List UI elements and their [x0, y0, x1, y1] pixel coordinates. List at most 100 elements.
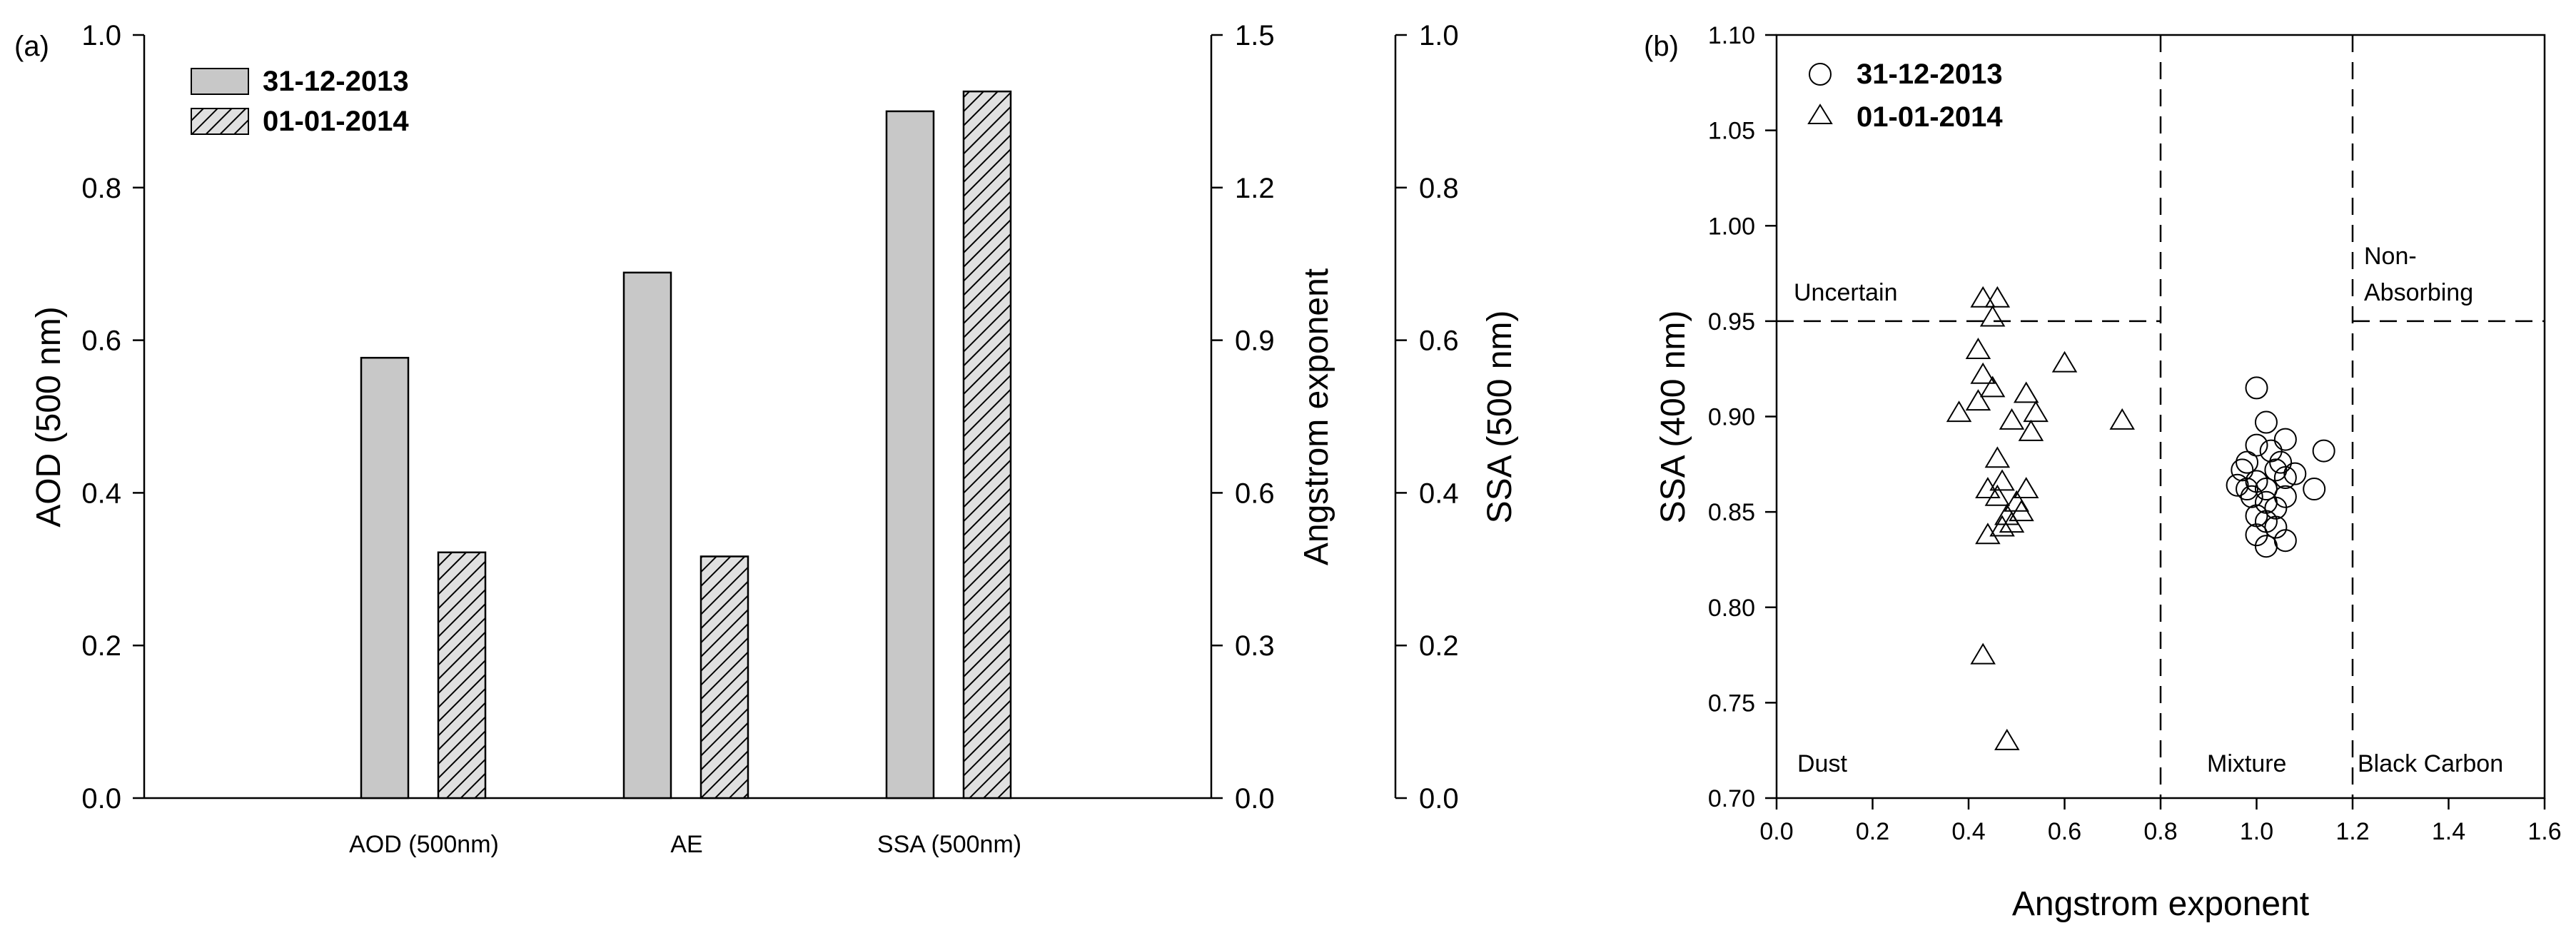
point-circle-13: [2240, 485, 2263, 508]
reference-lines: [1777, 35, 2545, 798]
region-uncertain: Uncertain: [1794, 279, 1898, 306]
point-triangle-10: [2023, 400, 2049, 423]
point-circle-6: [2264, 458, 2288, 482]
right1-tick-label-1: 0.3: [1235, 630, 1275, 662]
category-labels: AOD (500nm) AE SSA (500nm): [349, 831, 1021, 858]
category-label-1: AE: [670, 831, 702, 858]
point-circle-2: [2273, 428, 2297, 451]
point-circle-23: [2283, 462, 2307, 485]
angstrom-y-ticks: 0.0 0.3 0.6 0.9 1.2 1.5: [1211, 20, 1275, 815]
bar-31-12-2013-0: [360, 356, 410, 800]
x-tick-label-b-3: 0.6: [2048, 818, 2081, 845]
left-tick-label-2: 0.4: [81, 478, 121, 509]
x-tick-label-b-6: 1.2: [2335, 818, 2369, 845]
point-circle-0: [2245, 376, 2268, 400]
point-triangle-8: [1946, 400, 1972, 423]
point-triangle-7: [1965, 389, 1991, 411]
legend-label-hatched: 01-01-2014: [263, 106, 409, 137]
right2-tick-label-2: 0.4: [1419, 478, 1459, 509]
category-label-0: AOD (500nm): [349, 831, 499, 858]
point-circle-24: [2259, 439, 2283, 463]
y-tick-label-b-5: 0.95: [1708, 308, 1755, 336]
right1-tick-label-3: 0.9: [1235, 326, 1275, 357]
point-triangle-18: [2013, 477, 2039, 499]
point-triangle-9: [2013, 381, 2039, 403]
scatter-points: [1946, 286, 2335, 750]
panel-a: (a) 0.0 0.2 0.4 0.6 0.8 1.0 0.0 0.3 0.6 0.9 1.2 1.…: [14, 20, 1519, 858]
point-triangle-22: [1999, 511, 2025, 533]
bar-31-12-2013-1: [622, 271, 672, 800]
legend-circle-marker: [1809, 63, 1832, 86]
y-tick-label-b-3: 0.85: [1708, 499, 1755, 526]
y-ticks-b: 0.70 0.75 0.80 0.85 0.90 0.95 1.00 1.05 1.10: [1708, 22, 1777, 812]
x-tick-label-b-5: 1.0: [2240, 818, 2273, 845]
right2-tick-label-1: 0.2: [1419, 630, 1459, 662]
region-non-absorbing-2: Absorbing: [2364, 279, 2473, 306]
category-label-2: SSA (500nm): [877, 831, 1021, 858]
point-circle-11: [2273, 466, 2297, 490]
region-non-absorbing-1: Non-: [2364, 243, 2417, 270]
point-circle-5: [2236, 450, 2259, 474]
point-triangle-1: [1984, 286, 2011, 308]
bar-01-01-2014-0: [437, 551, 487, 800]
left-y-axis-label: AOD (500 nm): [30, 306, 68, 527]
bar-31-12-2013-2: [885, 110, 935, 800]
panel-b: (b) 0.0 0.2 0.4 0.6 0.8 1.0 1.2 1.4 1.6 0.70 0.75…: [1644, 22, 2562, 923]
point-circle-3: [2312, 439, 2335, 463]
point-circle-22: [2269, 450, 2293, 474]
point-triangle-5: [1979, 375, 2006, 398]
y-tick-label-b-7: 1.05: [1708, 118, 1755, 145]
bar-01-01-2014-1: [699, 555, 749, 800]
point-triangle-26: [1994, 728, 2020, 750]
x-tick-label-b-7: 1.4: [2432, 818, 2465, 845]
x-tick-label-b-4: 0.8: [2143, 818, 2177, 845]
y-tick-label-b-0: 0.70: [1708, 785, 1755, 812]
panel-b-label: (b): [1644, 31, 1679, 62]
y-tick-label-b-8: 1.10: [1708, 22, 1755, 49]
point-circle-25: [2231, 458, 2254, 482]
legend-swatch-solid: [191, 68, 249, 95]
point-triangle-15: [1975, 477, 2001, 499]
legend-label-solid: 31-12-2013: [263, 66, 409, 97]
point-circle-9: [2245, 470, 2268, 493]
panel-a-label: (a): [14, 31, 49, 62]
right1-tick-label-0: 0.0: [1235, 783, 1275, 815]
point-circle-26: [2273, 485, 2297, 508]
bar-01-01-2014-2: [962, 90, 1012, 800]
point-triangle-4: [1970, 362, 1996, 384]
point-triangle-17: [1984, 484, 2011, 506]
x-tick-label-b-8: 1.6: [2527, 818, 2561, 845]
point-circle-21: [2254, 535, 2278, 558]
right2-tick-label-5: 1.0: [1419, 20, 1459, 51]
y-tick-label-b-2: 0.80: [1708, 595, 1755, 622]
x-tick-label-b-1: 0.2: [1856, 818, 1889, 845]
legend-label-circle: 31-12-2013: [1857, 59, 2003, 90]
left-tick-label-0: 0.0: [81, 783, 121, 815]
bars: [360, 90, 1012, 800]
point-triangle-0: [1970, 286, 1996, 308]
x-ticks-b: 0.0 0.2 0.4 0.6 0.8 1.0 1.2 1.4 1.6: [1759, 798, 2562, 845]
left-tick-label-3: 0.6: [81, 326, 121, 357]
ssa-y-ticks: 0.0 0.2 0.4 0.6 0.8 1.0: [1395, 20, 1459, 815]
point-circle-4: [2245, 433, 2268, 457]
x-tick-label-b-0: 0.0: [1759, 818, 1793, 845]
point-triangle-6: [2051, 351, 2078, 373]
legend-label-triangle: 01-01-2014: [1857, 101, 2003, 133]
angstrom-y-axis-label: Angstrom exponent: [1298, 268, 1335, 565]
point-circle-7: [2226, 473, 2249, 497]
x-tick-label-b-2: 0.4: [1951, 818, 1985, 845]
left-y-ticks: 0.0 0.2 0.4 0.6 0.8 1.0: [81, 20, 144, 815]
y-tick-label-b-1: 0.75: [1708, 690, 1755, 717]
legend-triangle-marker: [1807, 104, 1833, 124]
left-tick-label-1: 0.2: [81, 630, 121, 662]
point-triangle-14: [1984, 446, 2011, 468]
y-tick-label-b-4: 0.90: [1708, 404, 1755, 431]
right2-tick-label-3: 0.6: [1419, 326, 1459, 357]
point-triangle-19: [2004, 490, 2030, 512]
region-dust: Dust: [1797, 750, 1847, 777]
right1-tick-label-4: 1.2: [1235, 173, 1275, 204]
y-axis-label-b: SSA (400 nm): [1655, 311, 1692, 524]
x-axis-label-b: Angstrom exponent: [2012, 885, 2309, 923]
point-triangle-24: [1975, 523, 2001, 545]
